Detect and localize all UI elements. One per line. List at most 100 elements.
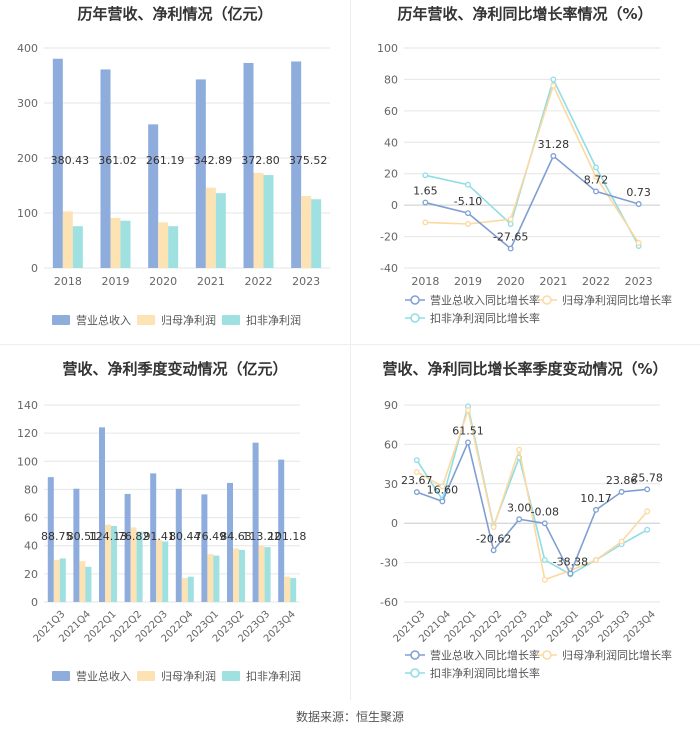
data-label: 80.51: [67, 530, 99, 543]
bar: [62, 211, 73, 268]
bar: [233, 548, 239, 602]
bar: [264, 547, 271, 602]
bar: [187, 576, 194, 602]
y-tick-label: 120: [17, 427, 38, 440]
legend-swatch: [52, 671, 70, 681]
legend-label: 营业总收入: [76, 669, 131, 683]
bar: [243, 62, 254, 269]
data-label: 101.18: [268, 530, 307, 543]
bar: [181, 578, 188, 602]
y-tick-label: 80: [24, 483, 38, 496]
bar: [215, 193, 226, 268]
bar: [73, 488, 80, 602]
legend-marker: [410, 295, 420, 305]
bar: [72, 226, 83, 268]
data-label: 16.60: [427, 483, 459, 496]
bar: [105, 524, 111, 602]
bar: [111, 526, 117, 602]
legend-label: 营业总收入: [76, 313, 131, 327]
data-label: 1.65: [413, 185, 438, 198]
data-label: 0.73: [626, 186, 651, 199]
bar: [213, 555, 220, 602]
data-label: 380.43: [51, 154, 90, 167]
data-point: [567, 570, 574, 577]
bar: [291, 61, 302, 268]
y-tick-label: 90: [384, 399, 398, 412]
y-tick-label: 300: [17, 97, 38, 110]
x-tick-label: 2020: [149, 275, 177, 288]
bar: [120, 220, 131, 268]
data-label: -5.10: [454, 195, 482, 208]
x-tick-label: 2022: [245, 275, 273, 288]
bar: [148, 124, 159, 269]
data-point: [644, 486, 651, 493]
legend-marker: [542, 650, 552, 660]
y-tick-label: 400: [17, 42, 38, 55]
quarter-line-panel: 营收、净利同比增长率季度变动情况（%） -60 -30 0 30 60 90 2021Q3 2…: [350, 345, 700, 700]
data-label: 31.28: [538, 138, 570, 151]
data-point: [635, 201, 642, 207]
data-point: [422, 219, 429, 226]
x-tick-label: 2021: [197, 275, 225, 288]
data-label: 8.72: [584, 173, 609, 186]
data-point: [550, 76, 557, 83]
legend-swatch: [137, 671, 155, 681]
data-point: [593, 173, 599, 180]
chart-title: 历年营收、净利情况（亿元）: [77, 5, 273, 23]
data-point: [465, 439, 471, 446]
data-label: 76.49: [195, 530, 227, 543]
bar: [47, 477, 54, 602]
data-point: [635, 239, 642, 246]
legend-swatch: [137, 315, 155, 325]
annual-bar-chart: 0 100 200 300 400 2018 2019 2020 2021 2022 2023 380…: [17, 42, 330, 327]
data-point: [618, 488, 625, 495]
bar: [100, 69, 111, 269]
vertical-divider: [350, 0, 351, 700]
data-label: 124.13: [89, 530, 128, 543]
data-point: [593, 188, 599, 195]
legend-label: 营业总收入同比增长率: [430, 293, 540, 307]
y-tick-label: 60: [384, 438, 398, 451]
y-tick-label: 0: [391, 199, 398, 212]
bar: [253, 172, 264, 268]
data-point: [465, 181, 471, 188]
series-line: [425, 83, 640, 244]
data-point: [541, 576, 548, 583]
chart-title: 营收、净利季度变动情况（亿元）: [62, 360, 288, 378]
annual-bar-panel: 历年营收、净利情况（亿元） 0 100 200 300 400 2018 2019 2020 2…: [0, 0, 350, 345]
data-label: 88.75: [41, 530, 73, 543]
data-point: [413, 489, 420, 496]
legend-label: 归母净利润同比增长率: [562, 648, 672, 662]
data-point: [507, 221, 514, 227]
legend-label: 扣非净利润: [246, 669, 301, 683]
data-point: [413, 457, 420, 464]
data-point: [516, 446, 523, 453]
series-line: [425, 154, 639, 250]
series-line: [425, 77, 640, 247]
data-point: [507, 216, 514, 223]
data-point: [644, 526, 651, 533]
legend-swatch: [222, 671, 240, 681]
legend-label: 归母净利润同比增长率: [562, 293, 672, 307]
data-point: [490, 547, 497, 554]
bar: [175, 488, 182, 602]
legend-swatch: [222, 315, 240, 325]
y-tick-label: 60: [24, 512, 38, 525]
chart-title: 营收、净利同比增长率季度变动情况（%）: [382, 360, 668, 378]
data-point: [465, 210, 471, 217]
legend-label: 归母净利润: [161, 669, 216, 683]
y-tick-label: -20: [380, 231, 398, 244]
legend-marker: [410, 313, 420, 323]
data-label: -0.08: [531, 505, 559, 518]
y-tick-label: 30: [384, 478, 398, 491]
data-label: 25.78: [631, 471, 663, 484]
bar: [130, 527, 137, 602]
y-tick-label: 80: [384, 73, 398, 86]
y-tick-label: 0: [31, 596, 38, 609]
legend-label: 扣非净利润同比增长率: [430, 666, 540, 680]
x-tick-label: 2019: [102, 275, 130, 288]
legend-label: 营业总收入同比增长率: [430, 648, 540, 662]
bar: [59, 558, 66, 602]
bar: [156, 540, 163, 602]
y-tick-label: 200: [17, 152, 38, 165]
